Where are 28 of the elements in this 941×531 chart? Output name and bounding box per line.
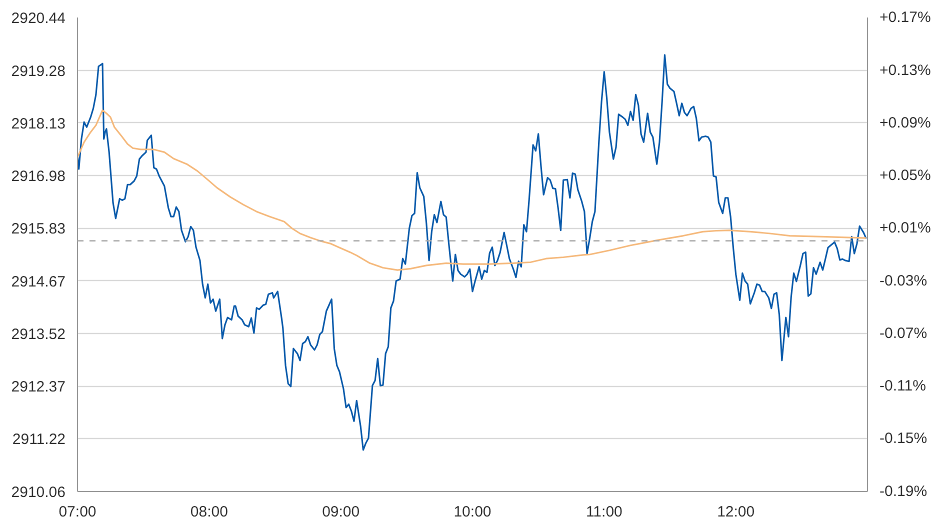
line-series — [78, 54, 867, 451]
y2-tick-label: +0.13% — [880, 62, 931, 79]
y2-tick-label: -0.03% — [880, 272, 928, 290]
y-tick-label: 2915.83 — [11, 220, 66, 238]
y2-tick-label: -0.07% — [880, 324, 928, 342]
y2-tick-label: +0.01% — [880, 220, 931, 237]
y-tick-label: 2918.13 — [11, 115, 66, 132]
y2-tick-label: -0.11% — [880, 378, 926, 395]
y-tick-label: 2919.28 — [11, 62, 66, 80]
x-tick-label: 08:00 — [190, 504, 228, 520]
y-tick-label: 2911.22 — [12, 431, 66, 448]
x-tick-label: 09:00 — [322, 504, 360, 520]
y-tick-label: 2914.67 — [11, 273, 66, 290]
y-tick-label: 2916.98 — [11, 168, 66, 185]
y2-tick-label: +0.17% — [880, 9, 931, 26]
y-tick-label: 2920.44 — [11, 10, 66, 27]
x-tick-label: 07:00 — [58, 504, 96, 520]
x-tick-label: 11:00 — [586, 504, 622, 520]
y-tick-label: 2913.52 — [11, 326, 66, 343]
line-series — [78, 109, 867, 271]
y2-tick-label: +0.09% — [880, 114, 931, 132]
y-tick-label: 2912.37 — [11, 378, 66, 396]
x-tick-label: 10:00 — [454, 504, 492, 520]
y2-tick-label: -0.19% — [880, 483, 928, 500]
y2-tick-label: +0.05% — [880, 167, 931, 184]
y-tick-label: 2910.06 — [11, 484, 66, 501]
x-tick-label: 12:00 — [717, 504, 755, 520]
y2-tick-label: -0.15% — [880, 430, 928, 448]
